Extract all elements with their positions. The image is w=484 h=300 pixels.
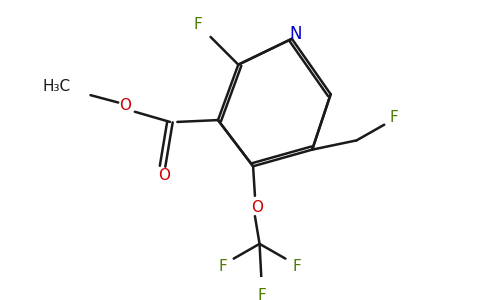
Text: O: O <box>120 98 132 113</box>
Text: F: F <box>218 259 227 274</box>
Text: F: F <box>193 16 202 32</box>
Text: F: F <box>389 110 398 125</box>
Text: F: F <box>292 259 301 274</box>
Text: H₃C: H₃C <box>42 79 70 94</box>
Text: O: O <box>158 168 170 183</box>
Text: N: N <box>289 25 302 43</box>
Text: O: O <box>251 200 263 215</box>
Text: F: F <box>257 288 266 300</box>
